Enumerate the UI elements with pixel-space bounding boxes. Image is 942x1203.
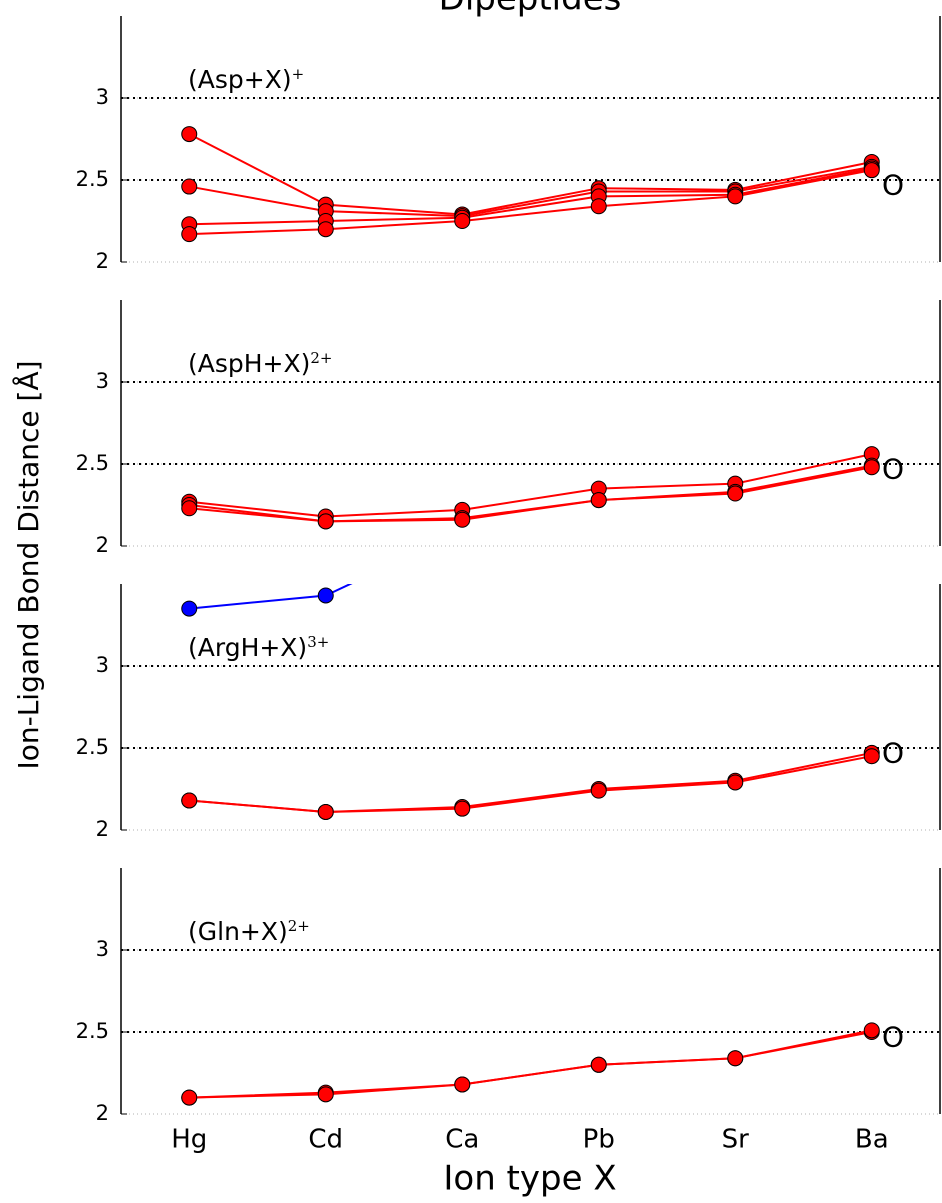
panel-label-text: (ArgH+X) — [188, 633, 307, 662]
panel: 2 2.5 3 (Gln+X)2+ O Hg Cd Ca Pb Sr Ba — [76, 868, 941, 1155]
y-tick-label: 2.5 — [76, 1019, 109, 1043]
data-point — [590, 1056, 607, 1073]
data-point — [863, 1022, 880, 1039]
panel: 2 2.5 3 (ArgH+X)3+ O — [76, 584, 941, 841]
y-tick-label: 2 — [96, 817, 109, 841]
panel-label-text: (Asp+X) — [188, 65, 292, 94]
panel-note: O — [882, 1021, 904, 1054]
y-tick-label: 3 — [96, 85, 109, 109]
y-tick-label: 2.5 — [76, 735, 109, 759]
data-point — [454, 800, 471, 817]
y-axis-label: Ion-Ligand Bond Distance [Å] — [11, 360, 45, 769]
series-line — [189, 169, 872, 236]
data-point — [317, 1086, 334, 1103]
y-tick-label: 3 — [96, 937, 109, 961]
panel: 2 2.5 3 (Asp+X)+ O — [76, 16, 941, 273]
chart-title: Dipeptides — [439, 0, 622, 19]
x-axis-label: Ion type X — [443, 1159, 616, 1199]
panel-label-sup: 2+ — [288, 917, 310, 935]
series — [181, 584, 353, 617]
series-line — [189, 466, 872, 523]
data-point — [863, 459, 880, 476]
y-tick-label: 2 — [96, 533, 109, 557]
panel-note: O — [882, 169, 904, 202]
panel-label-sup: + — [292, 65, 305, 83]
panel-label-text: (Gln+X) — [188, 917, 288, 946]
y-tick-label: 2 — [96, 1101, 109, 1125]
panel-label-sup: 3+ — [307, 633, 329, 651]
data-point — [727, 774, 744, 791]
series — [181, 1024, 880, 1106]
data-point — [454, 213, 471, 229]
data-point — [317, 803, 334, 820]
y-tick-label: 3 — [96, 653, 109, 677]
series-line — [189, 1029, 872, 1099]
data-point — [727, 188, 744, 205]
data-point — [727, 485, 744, 502]
data-point — [181, 126, 198, 143]
x-tick-label: Pb — [583, 1125, 615, 1155]
data-point — [317, 513, 334, 530]
data-point — [317, 587, 334, 604]
data-point — [181, 226, 198, 243]
panel-note: O — [882, 453, 904, 486]
y-tick-label: 3 — [96, 369, 109, 393]
data-point — [454, 511, 471, 528]
data-point — [181, 500, 198, 517]
series — [181, 160, 880, 233]
x-tick-label: Sr — [722, 1125, 750, 1155]
panel-label: (Asp+X)+ — [188, 65, 304, 94]
panel-label: (ArgH+X)3+ — [188, 633, 329, 662]
data-point — [590, 782, 607, 799]
y-tick-label: 2.5 — [76, 167, 109, 191]
x-tick-label: Hg — [171, 1125, 207, 1155]
data-point — [181, 600, 198, 617]
data-point — [727, 1050, 744, 1067]
y-tick-label: 2.5 — [76, 451, 109, 475]
panel-label-text: (AspH+X) — [188, 349, 310, 378]
x-tick-label: Ba — [855, 1125, 889, 1155]
series — [181, 1022, 880, 1106]
series-line — [189, 751, 872, 813]
data-point — [454, 1076, 471, 1093]
series-line — [189, 755, 872, 813]
panel-note: O — [882, 737, 904, 770]
panel-label: (AspH+X)2+ — [188, 349, 333, 378]
series-line — [189, 165, 872, 218]
data-point — [181, 178, 198, 195]
data-point — [181, 1089, 198, 1106]
panel-label: (Gln+X)2+ — [188, 917, 310, 946]
panel: 2 2.5 3 (AspH+X)2+ O — [76, 300, 941, 557]
series-line — [189, 453, 872, 518]
data-point — [863, 748, 880, 765]
series-line — [189, 167, 872, 226]
series — [181, 748, 880, 820]
x-tick-label: Cd — [308, 1125, 343, 1155]
x-tick-label: Ca — [445, 1125, 479, 1155]
data-point — [863, 162, 880, 179]
series-line — [188, 133, 872, 216]
data-point — [317, 221, 334, 238]
data-point — [590, 198, 607, 215]
data-point — [181, 792, 198, 809]
panel-label-sup: 2+ — [310, 349, 332, 367]
series-line — [189, 1031, 872, 1099]
data-point — [590, 492, 607, 509]
series — [181, 459, 880, 530]
series — [181, 162, 880, 243]
y-tick-label: 2 — [96, 249, 109, 273]
